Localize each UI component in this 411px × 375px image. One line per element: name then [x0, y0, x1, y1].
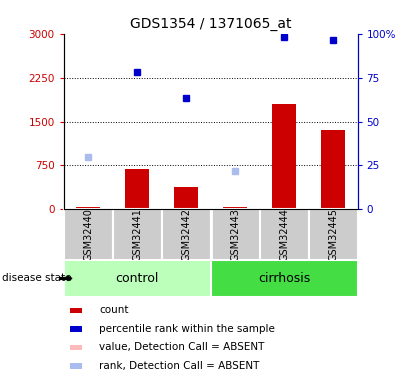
- Bar: [76, 207, 100, 209]
- Bar: [125, 170, 150, 209]
- Text: GSM32440: GSM32440: [83, 208, 93, 261]
- Bar: [272, 104, 296, 209]
- Bar: [69, 345, 82, 350]
- Text: percentile rank within the sample: percentile rank within the sample: [99, 324, 275, 334]
- Text: GSM32445: GSM32445: [328, 208, 338, 261]
- Text: GSM32441: GSM32441: [132, 208, 142, 261]
- Bar: [76, 207, 100, 209]
- Bar: [309, 209, 358, 260]
- Bar: [113, 209, 162, 260]
- Bar: [223, 207, 247, 209]
- Bar: [162, 209, 211, 260]
- Bar: [211, 209, 260, 260]
- Text: GSM32444: GSM32444: [279, 208, 289, 261]
- Text: disease state: disease state: [2, 273, 72, 284]
- Text: count: count: [99, 305, 129, 315]
- Text: rank, Detection Call = ABSENT: rank, Detection Call = ABSENT: [99, 361, 259, 371]
- Title: GDS1354 / 1371065_at: GDS1354 / 1371065_at: [130, 17, 291, 32]
- Bar: [260, 209, 309, 260]
- Bar: [174, 187, 199, 209]
- Text: cirrhosis: cirrhosis: [258, 272, 310, 285]
- Text: control: control: [115, 272, 159, 285]
- Bar: [64, 260, 210, 297]
- Bar: [211, 260, 358, 297]
- Bar: [321, 130, 345, 209]
- Bar: [223, 207, 247, 209]
- Bar: [64, 209, 113, 260]
- Bar: [69, 326, 82, 332]
- Text: value, Detection Call = ABSENT: value, Detection Call = ABSENT: [99, 342, 264, 352]
- Text: GSM32443: GSM32443: [230, 208, 240, 261]
- Text: GSM32442: GSM32442: [181, 208, 191, 261]
- Bar: [69, 308, 82, 313]
- Bar: [69, 363, 82, 369]
